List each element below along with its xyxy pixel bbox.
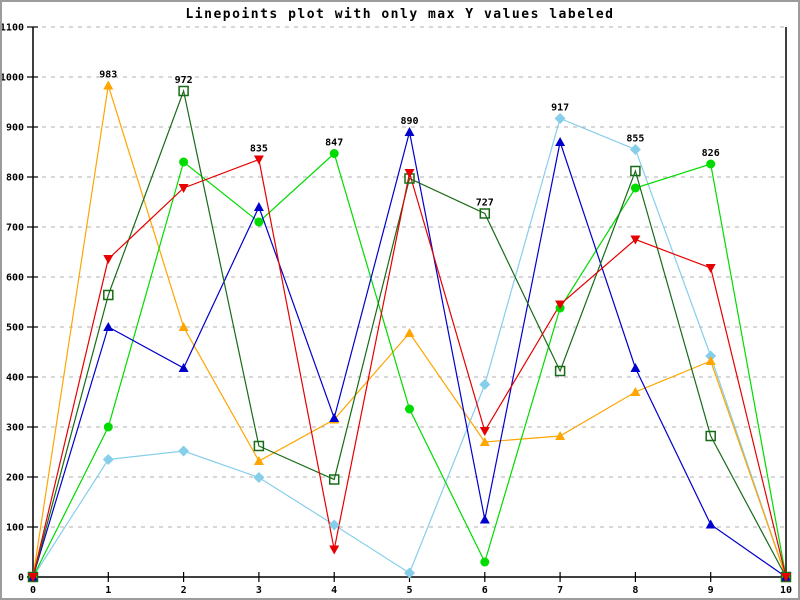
- point-label: 983: [99, 70, 117, 81]
- x-tick-label: 2: [181, 585, 187, 596]
- marker-circle: [103, 422, 113, 432]
- marker-circle: [706, 159, 716, 169]
- series-line-green-circle: [32, 152, 787, 578]
- series-line-red-triangle-down: [32, 158, 787, 578]
- marker-triangle-up: [555, 431, 566, 440]
- marker-diamond: [253, 472, 265, 483]
- point-label: 890: [400, 116, 418, 127]
- y-tick-label: 1000: [2, 73, 24, 84]
- x-tick-label: 6: [482, 585, 488, 596]
- marker-triangle-down: [329, 545, 340, 555]
- marker-triangle-down: [555, 300, 566, 310]
- marker-triangle-up: [705, 356, 716, 365]
- x-tick-label: 10: [780, 585, 792, 596]
- marker-triangle-up: [404, 328, 415, 337]
- marker-triangle-down: [705, 264, 716, 273]
- marker-triangle-down: [103, 255, 114, 264]
- chart-title: Linepoints plot with only max Y values l…: [185, 7, 615, 22]
- marker-circle: [405, 404, 414, 414]
- y-tick-label: 500: [6, 323, 24, 334]
- x-tick-label: 7: [557, 585, 563, 596]
- marker-triangle-down: [178, 184, 189, 193]
- y-tick-label: 200: [6, 473, 24, 484]
- marker-diamond: [629, 144, 641, 155]
- y-tick-label: 100: [6, 523, 24, 534]
- y-tick-label: 600: [6, 273, 24, 284]
- marker-triangle-up: [178, 322, 189, 331]
- marker-diamond: [404, 567, 415, 579]
- marker-circle: [179, 157, 189, 167]
- marker-diamond: [554, 113, 566, 124]
- point-label: 727: [476, 198, 494, 209]
- marker-triangle-up: [479, 437, 490, 446]
- y-tick-label: 900: [6, 123, 24, 134]
- marker-triangle-up: [103, 80, 114, 90]
- y-tick-label: 0: [18, 573, 24, 584]
- marker-triangle-up: [479, 514, 490, 524]
- marker-triangle-up: [103, 322, 114, 331]
- x-tick-label: 0: [30, 585, 36, 596]
- marker-triangle-down: [404, 169, 415, 178]
- marker-square-open: [178, 85, 189, 97]
- marker-square-open: [554, 365, 566, 377]
- marker-triangle-up: [404, 127, 415, 136]
- point-label: 826: [702, 148, 720, 159]
- marker-triangle-up: [253, 202, 264, 211]
- y-tick-label: 700: [6, 223, 24, 234]
- marker-triangle-down: [479, 427, 490, 436]
- marker-triangle-up: [253, 456, 264, 465]
- marker-square-open: [103, 289, 114, 301]
- marker-triangle-up: [705, 519, 716, 529]
- point-label: 835: [250, 144, 268, 155]
- marker-triangle-up: [555, 137, 566, 146]
- marker-square-open: [328, 474, 340, 485]
- y-tick-label: 1100: [2, 23, 24, 34]
- x-tick-label: 3: [256, 585, 262, 596]
- marker-circle: [254, 217, 264, 227]
- point-label: 855: [626, 134, 644, 145]
- point-label: 847: [325, 138, 343, 149]
- marker-square-open: [705, 430, 716, 442]
- marker-diamond: [178, 445, 190, 457]
- x-tick-label: 4: [331, 585, 337, 596]
- marker-square-open: [630, 165, 641, 177]
- marker-triangle-down: [781, 573, 791, 582]
- series-line-dark-green-square: [32, 88, 787, 578]
- marker-triangle-down: [253, 155, 264, 165]
- y-tick-label: 400: [6, 373, 24, 384]
- y-tick-label: 300: [6, 423, 24, 434]
- marker-diamond: [102, 454, 114, 465]
- point-label: 917: [551, 103, 569, 114]
- marker-triangle-up: [630, 387, 641, 396]
- marker-triangle-down: [28, 573, 38, 582]
- marker-triangle-down: [630, 235, 641, 245]
- x-tick-label: 8: [632, 585, 638, 596]
- series-line-blue-triangle: [32, 131, 787, 578]
- marker-diamond: [479, 379, 491, 390]
- marker-circle: [480, 557, 490, 567]
- x-tick-label: 9: [708, 585, 714, 596]
- y-tick-label: 800: [6, 173, 24, 184]
- x-tick-label: 1: [105, 585, 111, 596]
- marker-diamond: [328, 519, 340, 531]
- marker-square-open: [479, 208, 491, 219]
- marker-triangle-up: [178, 363, 189, 372]
- x-tick-label: 5: [406, 585, 412, 596]
- marker-triangle-up: [630, 363, 641, 372]
- point-label: 972: [175, 75, 193, 86]
- marker-triangle-up: [329, 413, 340, 422]
- marker-circle: [329, 149, 339, 158]
- marker-square-open: [253, 440, 265, 452]
- marker-circle: [630, 183, 640, 193]
